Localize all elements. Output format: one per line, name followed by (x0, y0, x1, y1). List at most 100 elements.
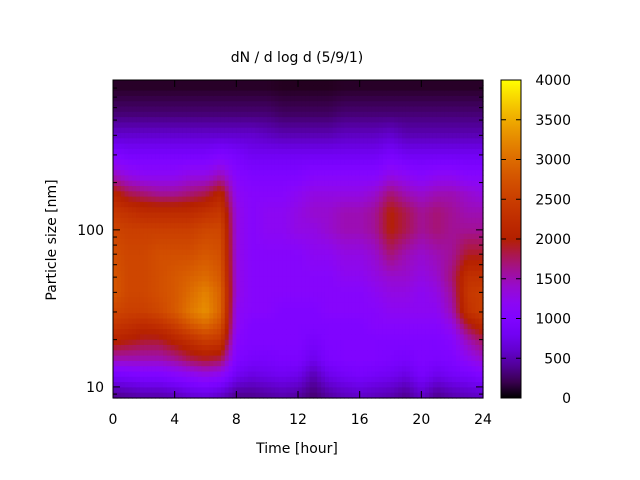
heatmap-cell (190, 254, 195, 261)
heatmap-cell (286, 154, 291, 161)
heatmap-cell (317, 159, 322, 166)
heatmap-cell (147, 154, 153, 161)
heatmap-cell (190, 276, 195, 282)
heatmap-cell (294, 318, 299, 325)
heatmap-cell (151, 376, 156, 383)
heatmap-cell (298, 382, 303, 388)
heatmap-cell (386, 313, 392, 320)
heatmap-cell (139, 329, 145, 335)
heatmap-cell (309, 239, 315, 245)
heatmap-cell (321, 196, 326, 203)
heatmap-cell (294, 307, 299, 314)
heatmap-cell (274, 366, 280, 373)
heatmap-cell (259, 191, 264, 198)
heatmap-cell (209, 249, 214, 256)
heatmap-cell (328, 159, 334, 166)
heatmap-cell (317, 302, 322, 309)
heatmap-cell (128, 260, 133, 267)
heatmap-cell (332, 339, 338, 346)
heatmap-cell (332, 334, 338, 341)
heatmap-cell (294, 133, 299, 139)
heatmap-cell (301, 111, 307, 118)
heatmap-cell (274, 106, 280, 113)
heatmap-cell (163, 154, 168, 161)
heatmap-cell (271, 323, 276, 330)
heatmap-cell (116, 170, 122, 176)
heatmap-cell (205, 355, 210, 362)
heatmap-cell (209, 122, 214, 129)
heatmap-cell (217, 345, 222, 351)
heatmap-cell (317, 371, 322, 378)
heatmap-cell (236, 143, 241, 150)
heatmap-cell (213, 122, 218, 129)
heatmap-cell (147, 201, 153, 208)
heatmap-cell (193, 143, 199, 150)
heatmap-cell (182, 223, 187, 229)
heatmap-cell (301, 138, 307, 145)
heatmap-cell (182, 329, 187, 335)
heatmap-cell (255, 323, 261, 330)
heatmap-cell (259, 95, 264, 102)
heatmap-cell (324, 345, 330, 351)
heatmap-cell (344, 270, 349, 277)
heatmap-cell (278, 265, 284, 272)
heatmap-cell (190, 85, 195, 92)
heatmap-cell (213, 265, 218, 272)
heatmap-cell (120, 387, 126, 394)
heatmap-cell (244, 355, 249, 362)
heatmap-cell (244, 223, 249, 229)
heatmap-cell (163, 233, 168, 240)
heatmap-cell (170, 196, 176, 203)
heatmap-cell (224, 85, 230, 92)
heatmap-cell (363, 80, 368, 86)
heatmap-cell (355, 101, 361, 108)
heatmap-cell (378, 334, 384, 341)
heatmap-cell (274, 217, 280, 224)
heatmap-cell (405, 286, 411, 293)
heatmap-cell (271, 111, 276, 118)
heatmap-cell (190, 217, 195, 224)
heatmap-cell (351, 355, 357, 362)
heatmap-cell (359, 159, 365, 166)
heatmap-cell (201, 313, 207, 320)
heatmap-cell (267, 85, 272, 92)
heatmap-cell (321, 191, 326, 198)
heatmap-cell (182, 297, 187, 304)
heatmap-cell (382, 175, 388, 182)
heatmap-cell (417, 281, 422, 288)
heatmap-cell (351, 244, 357, 251)
heatmap-cell (324, 180, 330, 187)
heatmap-cell (166, 154, 172, 161)
heatmap-cell (405, 392, 411, 399)
heatmap-cell (247, 313, 253, 320)
heatmap-cell (294, 90, 299, 97)
heatmap-cell (375, 281, 380, 288)
heatmap-cell (224, 239, 230, 245)
heatmap-cell (282, 170, 288, 176)
heatmap-cell (244, 164, 249, 171)
heatmap-cell (259, 159, 264, 166)
heatmap-cell (332, 302, 338, 309)
heatmap-cell (209, 387, 214, 394)
heatmap-cell (132, 148, 137, 155)
heatmap-cell (429, 164, 434, 171)
heatmap-cell (113, 212, 118, 219)
heatmap-cell (224, 292, 230, 298)
heatmap-cell (332, 297, 338, 304)
heatmap-cell (274, 127, 280, 134)
heatmap-cell (263, 244, 268, 251)
heatmap-cell (382, 85, 388, 92)
heatmap-cell (236, 217, 241, 224)
heatmap-cell (286, 244, 291, 251)
heatmap-cell (132, 170, 137, 176)
heatmap-cell (301, 270, 307, 277)
heatmap-cell (421, 366, 426, 373)
heatmap-cell (398, 170, 403, 176)
heatmap-cell (429, 270, 434, 277)
heatmap-cell (324, 313, 330, 320)
heatmap-cell (429, 313, 434, 320)
heatmap-cell (351, 329, 357, 335)
heatmap-cell (417, 265, 422, 272)
heatmap-cell (147, 196, 153, 203)
heatmap-cell (317, 207, 322, 214)
